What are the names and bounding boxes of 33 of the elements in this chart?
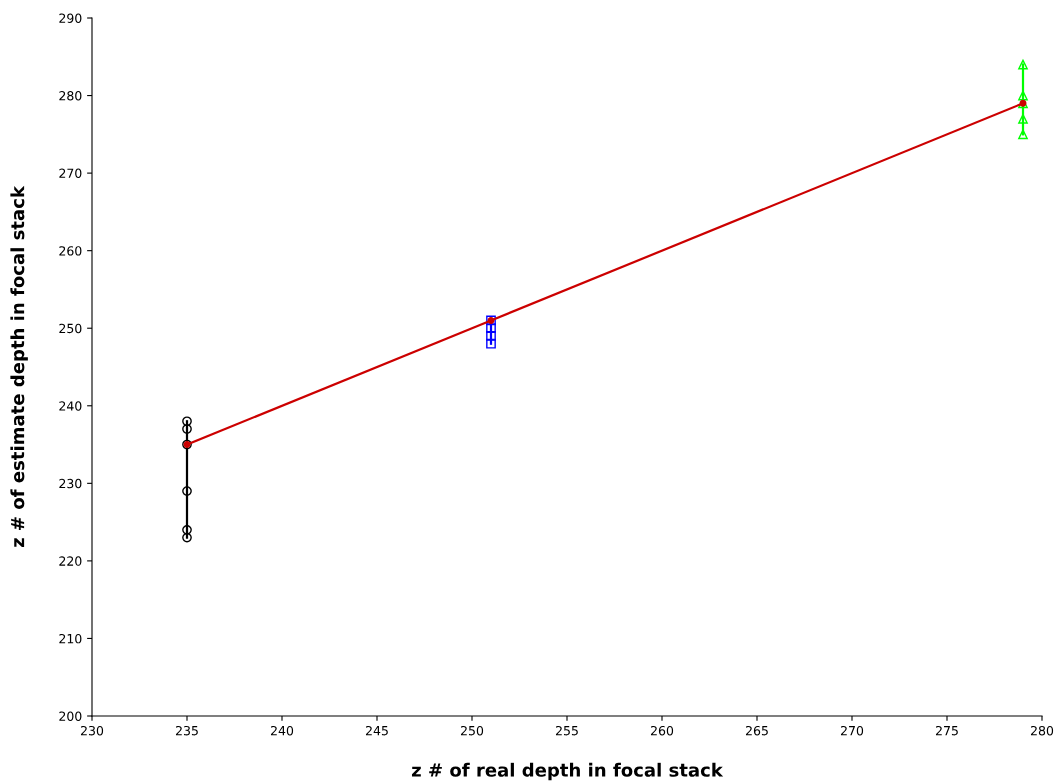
point bbox=[182, 532, 192, 543]
point bbox=[1018, 129, 1028, 140]
y-tick-label: 210 bbox=[59, 633, 82, 644]
x-axis-title: z # of real depth in focal stack bbox=[411, 762, 724, 781]
point bbox=[182, 424, 192, 434]
y-tick-label: 250 bbox=[59, 323, 82, 334]
x-tick-label: 245 bbox=[365, 725, 388, 736]
point bbox=[486, 323, 496, 334]
y-tick-label: 290 bbox=[59, 13, 82, 23]
x-tick-label: 255 bbox=[555, 725, 578, 736]
x-tick-label: 235 bbox=[175, 725, 198, 736]
point bbox=[182, 525, 192, 535]
x-tick-label: 250 bbox=[460, 725, 484, 736]
x-tick-label: 265 bbox=[745, 725, 768, 736]
point bbox=[1018, 59, 1028, 70]
y-tick-label: 260 bbox=[59, 246, 82, 256]
x-tick-label: 280 bbox=[1030, 725, 1054, 736]
y-tick-label: 200 bbox=[59, 711, 82, 721]
y-tick-label: 280 bbox=[59, 91, 82, 101]
x-tick-label: 275 bbox=[935, 725, 958, 736]
y-tick-label: 270 bbox=[59, 168, 82, 179]
y-tick-label: 220 bbox=[59, 556, 82, 566]
point bbox=[486, 338, 496, 349]
point bbox=[182, 416, 192, 427]
point bbox=[182, 486, 192, 496]
x-tick-label: 240 bbox=[270, 725, 294, 736]
point bbox=[486, 331, 496, 341]
y-tick-label: 240 bbox=[59, 401, 82, 411]
y-tick-label: 230 bbox=[59, 478, 82, 489]
x-tick-label: 260 bbox=[650, 725, 674, 736]
x-tick-label: 270 bbox=[840, 725, 864, 736]
x-tick-label: 230 bbox=[80, 725, 104, 736]
y-axis-title: z # of estimate depth in focal stack bbox=[10, 185, 28, 548]
